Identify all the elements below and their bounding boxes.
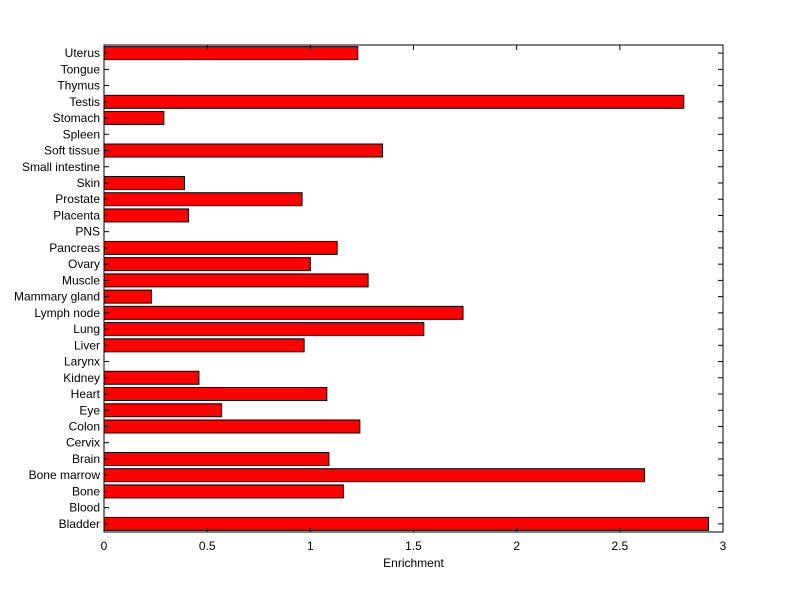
plot-frame [103,44,724,533]
category-label: Muscle [62,273,100,287]
bar-bladder [103,516,710,531]
category-label: Liver [74,338,100,352]
bar-prostate [103,192,303,207]
bar-pancreas [103,240,338,255]
category-label: PNS [75,225,100,239]
bar-colon [103,419,361,434]
category-label: Bone [72,484,100,498]
category-label: Brain [72,452,100,466]
category-label: Pancreas [49,241,100,255]
bar-placenta [103,208,190,223]
x-tick-label: 0 [101,539,108,553]
bar-skin [103,175,185,190]
x-tick-label: 1.5 [405,539,422,553]
bar-mammary-gland [103,289,152,304]
bar-liver [103,338,305,353]
bar-uterus [103,46,359,61]
bar-testis [103,94,685,109]
bar-bone-marrow [103,468,646,483]
bar-heart [103,387,328,402]
x-axis-label: Enrichment [383,556,444,570]
bar-stomach [103,111,165,126]
x-tick-label: 2.5 [611,539,628,553]
category-label: Uterus [65,46,100,60]
category-label: Ovary [68,257,100,271]
category-label: Eye [79,403,100,417]
x-tick-label: 1 [307,539,314,553]
category-label: Thymus [57,79,100,93]
x-tick-label: 0.5 [199,539,216,553]
category-label: Stomach [53,111,100,125]
bar-eye [103,403,223,418]
x-tick-labels: 0 0.5 1 1.5 2 2.5 3 [101,539,727,553]
category-label: Prostate [55,192,100,206]
x-tick-label: 2 [513,539,520,553]
x-tick-label: 3 [720,539,727,553]
bar-brain [103,451,330,466]
bar-lung [103,322,425,337]
bars-group [103,46,710,531]
category-label: Colon [69,419,100,433]
bar-ovary [103,257,311,272]
category-label: Lymph node [34,306,100,320]
category-label: Placenta [53,208,100,222]
category-label: Cervix [66,436,100,450]
category-label: Tongue [61,62,101,76]
category-label: Larynx [64,355,100,369]
category-labels: Bladder Blood Bone Bone marrow Brain Cervix Co… [14,46,101,531]
category-label: Testis [69,95,100,109]
category-label: Soft tissue [44,144,100,158]
category-label: Lung [73,322,100,336]
category-label: Small intestine [22,160,100,174]
bar-lymph-node [103,305,464,320]
category-label: Bladder [59,517,100,531]
category-label: Spleen [63,127,100,141]
bar-bone [103,484,344,499]
category-label: Heart [71,387,101,401]
category-label: Bone marrow [29,468,101,482]
category-label: Skin [77,176,100,190]
category-label: Mammary gland [14,290,100,304]
category-label: Kidney [63,371,100,385]
bar-kidney [103,370,200,385]
category-label: Blood [69,501,100,515]
bar-muscle [103,273,369,288]
bar-soft-tissue [103,143,384,158]
